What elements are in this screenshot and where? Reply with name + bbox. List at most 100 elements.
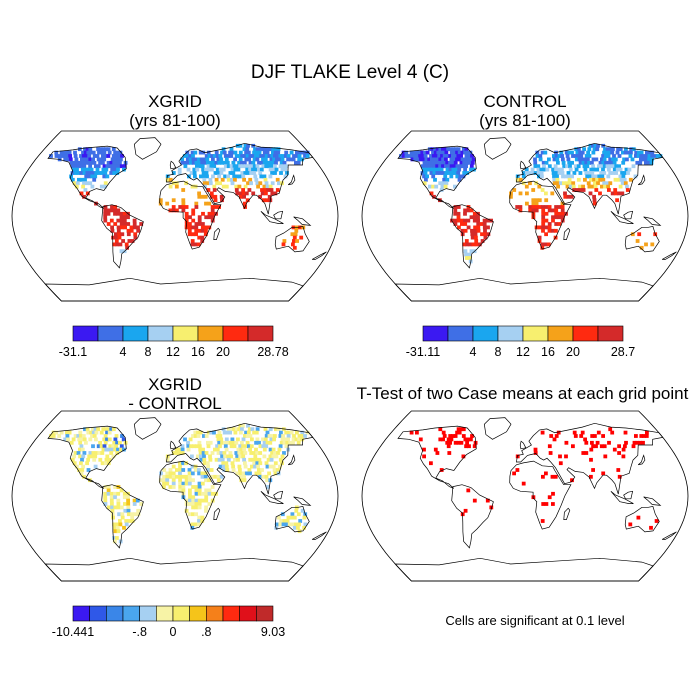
grid-cell	[70, 171, 75, 175]
grid-cell	[430, 157, 434, 162]
grid-cell	[284, 154, 288, 158]
grid-cell	[273, 154, 277, 158]
grid-cell	[635, 239, 640, 243]
grid-cell	[112, 522, 116, 527]
grid-cell	[573, 434, 578, 438]
grid-cell	[443, 184, 448, 189]
grid-cell	[120, 515, 125, 520]
figure-title: DJF TLAKE Level 4 (C)	[250, 62, 450, 83]
grid-cell	[168, 485, 173, 489]
coastline-britain	[519, 440, 527, 450]
grid-cell	[291, 522, 295, 527]
grid-cell	[178, 485, 183, 489]
grid-cell	[186, 160, 190, 165]
grid-cell	[220, 440, 224, 445]
grid-cell	[557, 171, 562, 175]
grid-cell	[464, 164, 468, 169]
coastline-japan	[637, 174, 646, 186]
grid-cell	[80, 177, 84, 182]
grid-cell	[236, 447, 241, 452]
grid-cell	[92, 154, 97, 158]
grid-cell	[91, 150, 96, 155]
grid-cell	[612, 154, 616, 158]
grid-cell	[561, 160, 566, 165]
grid-cell	[197, 164, 202, 169]
grid-cell	[282, 440, 287, 445]
grid-cell	[112, 539, 117, 544]
grid-cell	[258, 451, 263, 455]
grid-cell	[260, 468, 264, 472]
grid-cell	[276, 147, 281, 152]
grid-cell	[193, 522, 198, 527]
grid-cell	[85, 461, 89, 466]
grid-cell	[204, 154, 209, 158]
grid-cell	[278, 457, 283, 462]
grid-cell	[459, 440, 464, 445]
grid-cell	[201, 171, 206, 175]
grid-cell	[263, 157, 268, 162]
grid-cell	[444, 157, 448, 162]
grid-cell	[547, 228, 552, 233]
grid-cell	[536, 164, 541, 169]
grid-cell	[445, 154, 450, 158]
grid-cell	[116, 529, 121, 534]
grid-cell	[248, 160, 253, 165]
grid-cell	[99, 430, 104, 435]
grid-cell	[265, 464, 270, 469]
grid-cell	[438, 427, 443, 432]
grid-cell	[97, 150, 101, 155]
grid-cell	[625, 184, 629, 189]
grid-cell	[51, 434, 56, 438]
grid-cell	[649, 525, 653, 530]
grid-cell	[453, 160, 458, 165]
grid-cell	[251, 167, 255, 172]
grid-cell	[211, 160, 216, 165]
grid-cell	[220, 457, 225, 462]
grid-cell	[113, 495, 117, 500]
grid-cell	[547, 444, 552, 449]
grid-cell	[534, 198, 539, 203]
grid-cell	[544, 160, 549, 165]
grid-cell	[544, 225, 549, 230]
grid-cell	[262, 150, 267, 155]
grid-cell	[485, 218, 490, 223]
grid-cell	[117, 164, 121, 169]
grid-cell	[463, 150, 467, 155]
grid-cell	[469, 208, 474, 213]
grid-cell	[456, 427, 461, 432]
grid-cell	[100, 461, 105, 466]
colorbar-tick-label: -31.11	[406, 345, 441, 359]
grid-cell	[219, 437, 224, 442]
grid-cell	[420, 154, 425, 158]
grid-cell	[591, 164, 595, 169]
grid-cell	[110, 157, 115, 162]
grid-cell	[518, 177, 523, 182]
grid-cell	[470, 434, 474, 438]
grid-cell	[544, 211, 549, 216]
coastline-newZealand	[661, 251, 677, 260]
grid-cell	[226, 164, 231, 169]
grid-cell	[422, 181, 427, 186]
grid-cell	[233, 430, 238, 435]
colorbar-box	[156, 605, 174, 622]
grid-cell	[295, 239, 299, 243]
grid-cell	[536, 171, 541, 175]
grid-cell	[281, 164, 286, 169]
grid-cell	[196, 430, 200, 435]
grid-cell	[204, 451, 209, 455]
grid-cell	[554, 434, 559, 438]
grid-cell	[614, 164, 619, 169]
grid-cell	[85, 147, 90, 152]
grid-cell	[473, 228, 478, 233]
grid-cell	[109, 495, 114, 500]
grid-cell	[453, 208, 458, 213]
grid-cell	[275, 522, 280, 527]
grid-cell	[611, 171, 615, 175]
grid-cell	[127, 519, 132, 523]
grid-cell	[636, 154, 641, 158]
grid-cell	[593, 181, 597, 186]
grid-cell	[118, 440, 122, 445]
grid-cell	[191, 225, 195, 230]
grid-cell	[215, 181, 219, 186]
grid-cell	[183, 160, 188, 165]
